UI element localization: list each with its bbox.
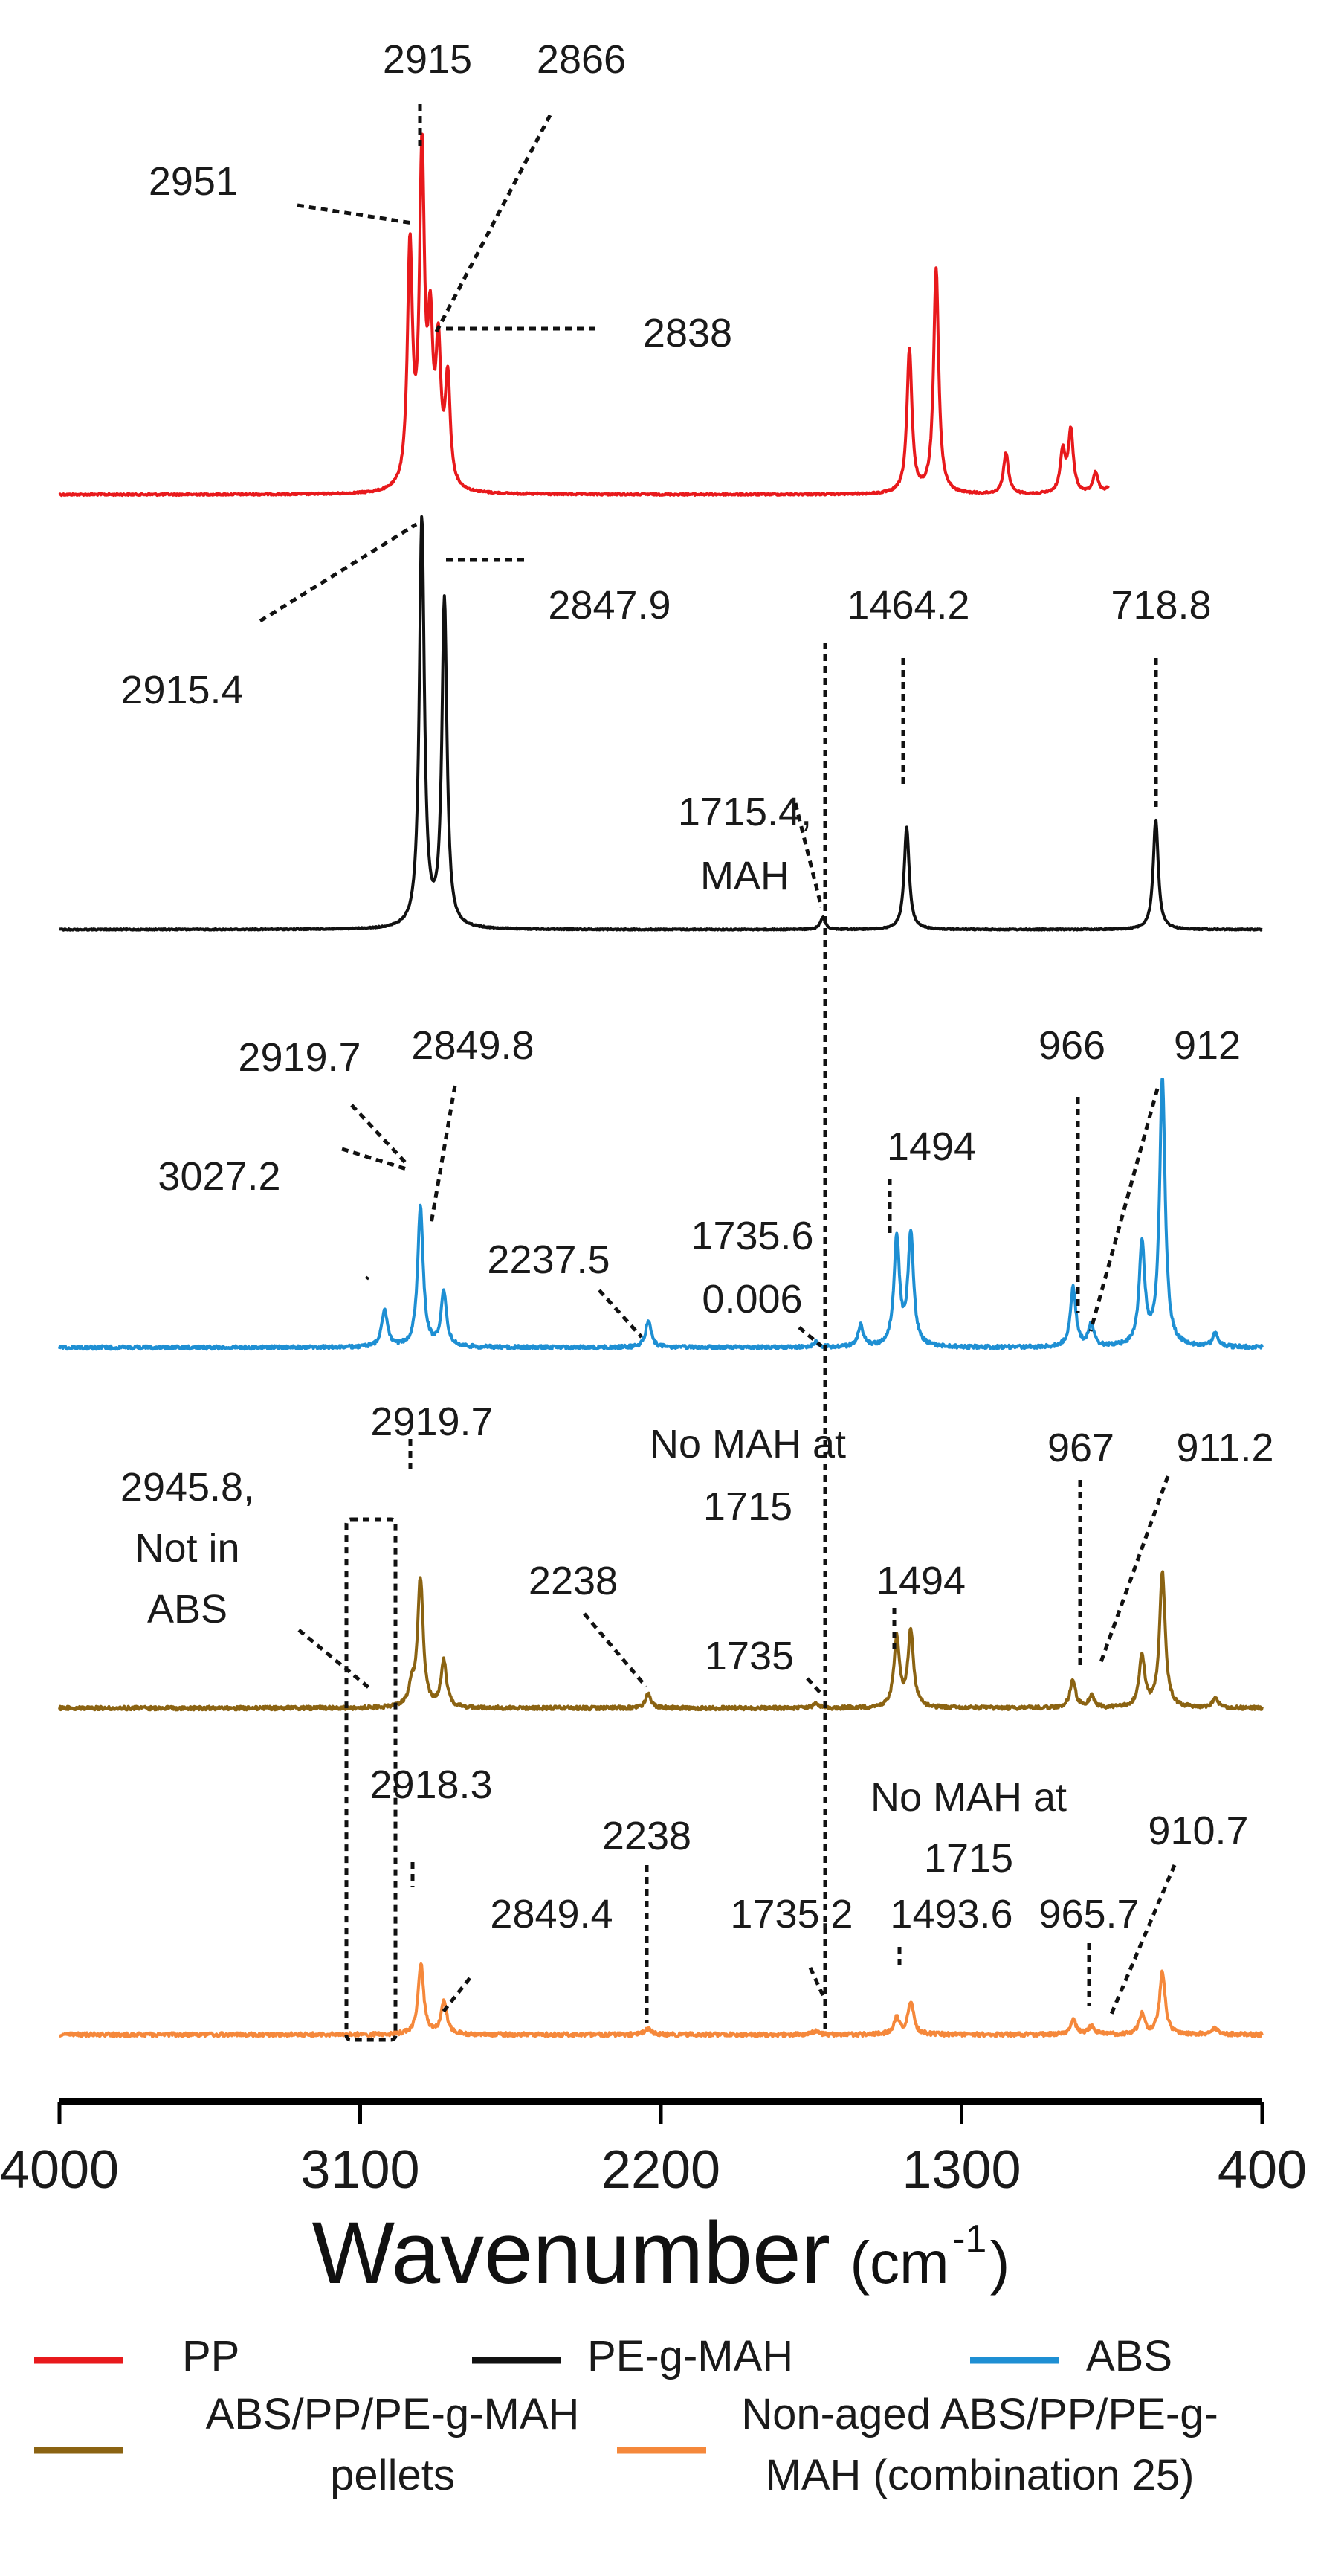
annotation-label: ABS: [147, 1587, 227, 1632]
x-tick-label: 400: [1218, 2140, 1307, 2200]
leader-line: [440, 1977, 471, 2015]
annotation-label: 1494: [876, 1559, 966, 1603]
leader-line: [598, 1289, 643, 1339]
leader-line: [341, 1147, 410, 1172]
legend-item: PP: [34, 2332, 239, 2380]
annotation-label: 0.006: [702, 1277, 802, 1321]
annotation-label: Not in: [135, 1526, 239, 1571]
annotation-label: 965.7: [1038, 1892, 1139, 1936]
annotation-label: 967: [1047, 1426, 1114, 1470]
annotation-label: No MAH at: [650, 1422, 846, 1466]
legend-label: Non-aged ABS/PP/PE-g-MAH (combination 25…: [741, 2390, 1218, 2499]
legend-item: ABS: [970, 2332, 1172, 2380]
annotation-label: No MAH at: [870, 1775, 1067, 1820]
leader-line: [433, 114, 552, 336]
annotation-label: 2945.8,: [120, 1465, 254, 1510]
x-tick-label: 2200: [601, 2140, 720, 2200]
highlight-box: [344, 1517, 398, 2042]
series-line-1: [58, 132, 1110, 498]
annotation-label: 1735.6: [691, 1214, 813, 1258]
leader-line: [297, 1629, 371, 1690]
x-axis-title-main: Wavenumber: [312, 2204, 830, 2302]
x-tick-label: 1300: [902, 2140, 1021, 2200]
series-line-5: [58, 1962, 1264, 2038]
leader-line: [1088, 1088, 1160, 1332]
spectra-group: [58, 132, 1264, 2038]
annotation-label: 2838: [643, 311, 732, 355]
x-axis-tick-labels: 4000 3100 2200 1300 400: [0, 2140, 1307, 2200]
x-axis-ticks: [57, 2102, 1264, 2124]
annotation-label: 912: [1174, 1023, 1241, 1068]
legend-label: ABS/PP/PE-g-MAH pellets: [206, 2390, 580, 2499]
annotation-label: 2918.3: [369, 1762, 492, 1807]
annotation-label: 718.8: [1111, 583, 1211, 628]
annotation-label: 911.2: [1176, 1426, 1273, 1470]
leader-line: [297, 203, 413, 225]
leader-line: [1099, 1475, 1170, 1663]
annotation-label: 966: [1038, 1023, 1105, 1068]
x-axis-title-unit-close: ): [990, 2229, 1010, 2296]
annotation-label: 1493.6: [890, 1892, 1012, 1936]
annotation-label: 2849.8: [411, 1023, 534, 1068]
x-tick-label: 3100: [300, 2140, 419, 2200]
leader-line: [798, 1326, 823, 1347]
leader-line: [793, 802, 824, 908]
leader-line: [806, 1677, 824, 1697]
legend: PP PE-g-MAH ABS ABS/PP/PE-g-MAH pellets Non-a…: [34, 2332, 1218, 2499]
annotation-label: 1715.4,: [678, 790, 812, 834]
x-axis: 4000 3100 2200 1300 400: [0, 2098, 1307, 2200]
legend-item: ABS/PP/PE-g-MAH pellets: [34, 2390, 579, 2499]
annotations-group: 2951 2915 2866 2838 2915.4 2847.9 1715.4, MAH 14…: [120, 37, 1274, 2042]
leader-line: [364, 1275, 370, 1281]
legend-item: Non-aged ABS/PP/PE-g-MAH (combination 25…: [617, 2390, 1218, 2499]
annotation-label: 2919.7: [370, 1400, 493, 1444]
series-line-3: [58, 1078, 1264, 1351]
annotation-label: MAH: [700, 854, 789, 898]
legend-label: PE-g-MAH: [587, 2332, 793, 2380]
annotation-label: 2866: [537, 37, 626, 82]
leader-line: [808, 1966, 827, 2002]
x-axis-title: Wavenumber (cm -1 ): [312, 2204, 1010, 2302]
annotation-label: 1715: [703, 1484, 792, 1529]
annotation-label: 2238: [529, 1559, 618, 1603]
x-tick-label: 4000: [0, 2140, 119, 2200]
leader-line: [350, 1104, 407, 1164]
annotation-label: 2919.7: [238, 1035, 361, 1080]
legend-item: PE-g-MAH: [472, 2332, 793, 2380]
annotation-label: 2847.9: [548, 583, 671, 628]
annotation-label: 2915.4: [120, 668, 243, 712]
annotation-label: 2951: [149, 159, 238, 204]
annotation-label: 2915: [383, 37, 472, 82]
annotation-label: 1715: [924, 1836, 1013, 1881]
leader-line: [429, 1085, 457, 1224]
x-axis-title-unit: (cm: [850, 2229, 949, 2296]
legend-label: PP: [182, 2332, 239, 2380]
annotation-label: 2237.5: [487, 1237, 610, 1282]
annotation-label: 1735.2: [730, 1892, 853, 1936]
annotation-label: 2238: [602, 1814, 691, 1858]
annotation-label: 1494: [887, 1124, 976, 1169]
leader-line: [259, 522, 418, 623]
annotation-label: 1735: [705, 1634, 794, 1678]
leader-line: [583, 1612, 647, 1688]
x-axis-title-unit-exponent: -1: [952, 2218, 986, 2261]
annotation-label: 2849.4: [490, 1892, 613, 1936]
annotation-label: 3027.2: [158, 1154, 280, 1199]
leader-lines: [259, 104, 1177, 2034]
leader-line: [1108, 1864, 1177, 2018]
series-line-4: [58, 1570, 1264, 1712]
annotation-label: 910.7: [1148, 1809, 1248, 1853]
annotation-label: 1464.2: [847, 583, 969, 628]
series-line-2: [58, 515, 1264, 932]
legend-label: ABS: [1086, 2332, 1172, 2380]
